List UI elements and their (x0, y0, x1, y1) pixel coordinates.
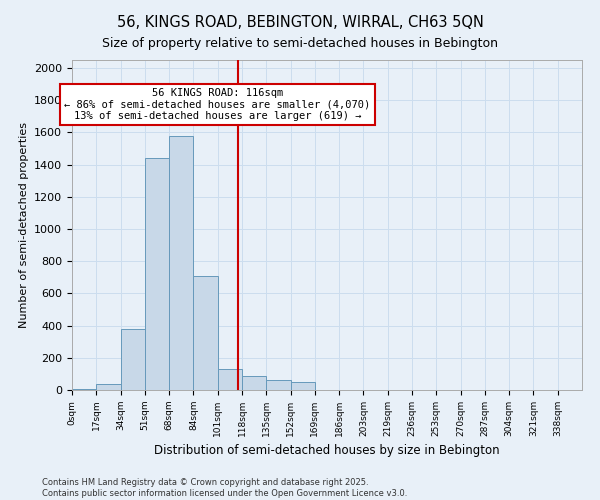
Bar (218, 369, 242, 390)
X-axis label: Distribution of semi-detached houses by size in Bebington: Distribution of semi-detached houses by … (154, 444, 500, 458)
Text: Size of property relative to semi-detached houses in Bebington: Size of property relative to semi-detach… (102, 38, 498, 51)
Bar (145, 158, 169, 390)
Bar (169, 136, 193, 390)
Text: Contains HM Land Registry data © Crown copyright and database right 2025.
Contai: Contains HM Land Registry data © Crown c… (42, 478, 407, 498)
Text: 56 KINGS ROAD: 116sqm
← 86% of semi-detached houses are smaller (4,070)
13% of s: 56 KINGS ROAD: 116sqm ← 86% of semi-deta… (64, 88, 370, 121)
Bar (72, 389, 96, 390)
Text: 56, KINGS ROAD, BEBINGTON, WIRRAL, CH63 5QN: 56, KINGS ROAD, BEBINGTON, WIRRAL, CH63 … (116, 15, 484, 30)
Bar (193, 276, 218, 390)
Bar (266, 380, 290, 390)
Bar (242, 376, 266, 390)
Y-axis label: Number of semi-detached properties: Number of semi-detached properties (19, 122, 29, 328)
Bar (96, 384, 121, 390)
Bar (121, 329, 145, 390)
Bar (290, 382, 315, 390)
